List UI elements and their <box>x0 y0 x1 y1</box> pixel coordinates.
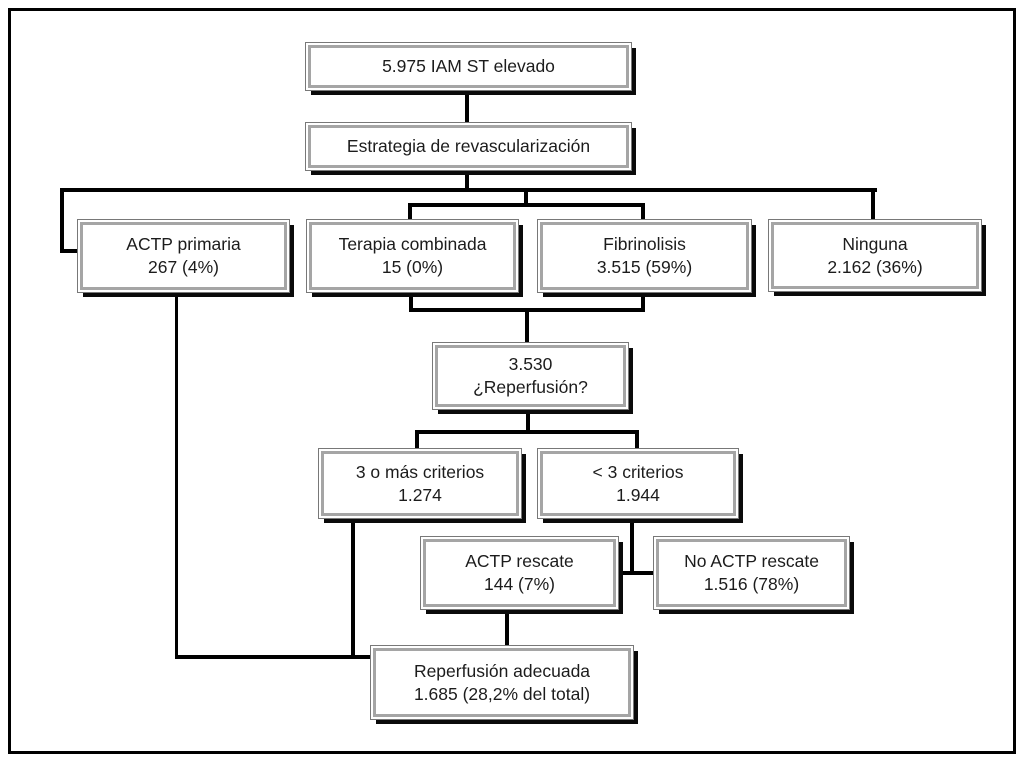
connector-estrategia-to-branchline <box>465 167 469 192</box>
node-tres-o-mas-criterios-value: 1.274 <box>398 484 442 505</box>
node-tres-o-mas-criterios-inner: 3 o más criterios 1.274 <box>321 451 519 516</box>
node-ninguna-value: 2.162 (36%) <box>827 256 923 277</box>
node-fibrinolisis-inner: Fibrinolisis 3.515 (59%) <box>540 222 749 290</box>
node-ninguna-label: Ninguna <box>842 233 908 254</box>
node-menos-de-tres-criterios-inner: < 3 criterios 1.944 <box>540 451 736 516</box>
connector-branchline-main <box>60 188 877 192</box>
connector-actp-rescate-down <box>505 607 509 647</box>
connector-branchline-secondary <box>408 203 645 207</box>
node-root-inner: 5.975 IAM ST elevado <box>308 45 629 88</box>
connector-fibrinolisis-down <box>641 290 645 312</box>
connector-into-reperfusion <box>525 308 529 344</box>
node-ninguna: Ninguna 2.162 (36%) <box>768 219 982 292</box>
node-ninguna-inner: Ninguna 2.162 (36%) <box>771 222 979 289</box>
node-terapia-combinada-inner: Terapia combinada 15 (0%) <box>309 222 516 290</box>
node-actp-primaria: ACTP primaria 267 (4%) <box>77 219 290 293</box>
connector-left-drop <box>60 188 64 253</box>
node-estrategia-label: Estrategia de revascularización <box>346 136 591 156</box>
node-reperfusion-adecuada-value: 1.685 (28,2% del total) <box>413 683 591 704</box>
connector-bottom-merge <box>175 655 373 659</box>
connector-tres-o-mas-down <box>351 516 355 659</box>
node-menos-de-tres-criterios: < 3 criterios 1.944 <box>537 448 739 519</box>
node-reperfusion: 3.530 ¿Reperfusión? <box>432 342 629 410</box>
connector-into-menos-tres <box>635 430 639 450</box>
node-fibrinolisis: Fibrinolisis 3.515 (59%) <box>537 219 752 293</box>
node-actp-primaria-inner: ACTP primaria 267 (4%) <box>80 222 287 290</box>
connector-center-drop <box>524 188 528 207</box>
node-reperfusion-inner: 3.530 ¿Reperfusión? <box>435 345 626 407</box>
node-actp-rescate-inner: ACTP rescate 144 (7%) <box>423 539 616 607</box>
node-terapia-combinada-label: Terapia combinada <box>338 234 487 254</box>
connector-reperfusion-down <box>526 407 530 434</box>
connector-menos-tres-down <box>630 516 634 575</box>
node-terapia-combinada-value: 15 (0%) <box>381 257 444 277</box>
node-no-actp-rescate-label: No ACTP rescate <box>684 551 819 571</box>
node-actp-rescate-label: ACTP rescate <box>465 551 574 571</box>
connector-into-actp-primaria <box>60 249 79 253</box>
node-no-actp-rescate: No ACTP rescate 1.516 (78%) <box>653 536 850 610</box>
node-actp-primaria-label: ACTP primaria <box>126 234 241 254</box>
node-estrategia: Estrategia de revascularización <box>305 122 632 171</box>
node-reperfusion-adecuada-label: Reperfusión adecuada <box>413 660 591 681</box>
node-root: 5.975 IAM ST elevado <box>305 42 632 91</box>
node-tres-o-mas-criterios-label: 3 o más criterios <box>355 461 485 482</box>
node-no-actp-rescate-inner: No ACTP rescate 1.516 (78%) <box>656 539 847 607</box>
node-terapia-combinada: Terapia combinada 15 (0%) <box>306 219 519 293</box>
connector-actp-primaria-long-down <box>175 290 178 659</box>
connector-root-to-estrategia <box>465 88 469 125</box>
connector-terapia-down <box>409 290 413 312</box>
node-no-actp-rescate-value: 1.516 (78%) <box>703 574 800 594</box>
node-actp-primaria-value: 267 (4%) <box>147 257 219 277</box>
node-estrategia-inner: Estrategia de revascularización <box>308 125 629 168</box>
node-root-label: 5.975 IAM ST elevado <box>382 56 555 76</box>
connector-into-fibrinolisis <box>641 203 645 221</box>
figure-border-frame <box>8 8 1016 754</box>
node-tres-o-mas-criterios: 3 o más criterios 1.274 <box>318 448 522 519</box>
node-actp-rescate: ACTP rescate 144 (7%) <box>420 536 619 610</box>
node-fibrinolisis-label: Fibrinolisis <box>603 234 686 254</box>
connector-rescate-tee <box>614 571 654 575</box>
node-reperfusion-adecuada: Reperfusión adecuada 1.685 (28,2% del to… <box>370 645 634 720</box>
connector-into-terapia-combinada <box>408 203 412 221</box>
node-menos-de-tres-criterios-value: 1.944 <box>616 484 660 505</box>
node-actp-rescate-value: 144 (7%) <box>483 574 555 594</box>
connector-into-tres-o-mas <box>415 430 419 450</box>
node-menos-de-tres-criterios-label: < 3 criterios <box>592 461 684 482</box>
connector-criteria-split <box>415 430 639 434</box>
node-fibrinolisis-value: 3.515 (59%) <box>596 257 693 277</box>
node-reperfusion-adecuada-inner: Reperfusión adecuada 1.685 (28,2% del to… <box>373 648 631 717</box>
connector-into-ninguna <box>871 188 875 221</box>
node-reperfusion-value: 3.530 <box>508 354 553 374</box>
node-reperfusion-label: ¿Reperfusión? <box>473 377 588 397</box>
